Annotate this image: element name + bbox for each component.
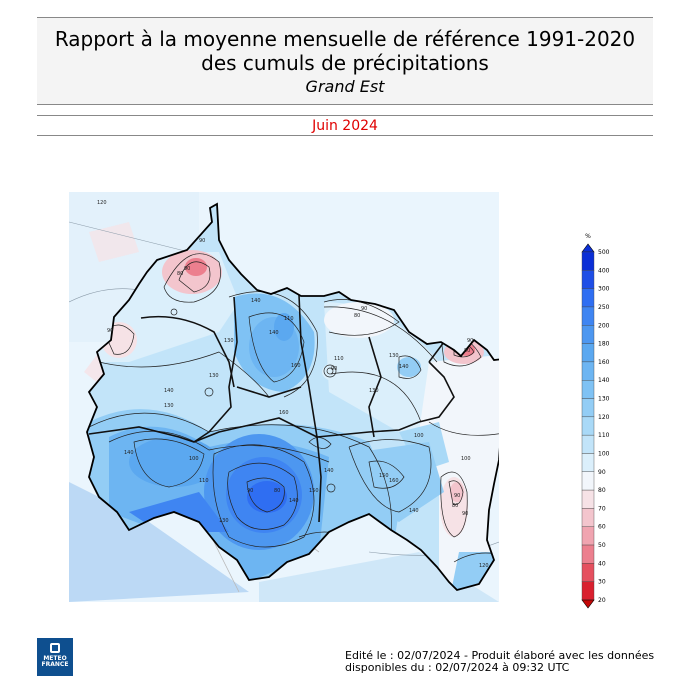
contour-label: 140 bbox=[269, 330, 279, 336]
contour-label: 80 bbox=[274, 488, 280, 494]
legend-swatch bbox=[581, 581, 595, 601]
legend-swatch bbox=[581, 544, 595, 564]
legend-tick-label: 140 bbox=[598, 377, 610, 384]
period-label: Juin 2024 bbox=[312, 118, 378, 134]
contour-label: 80 bbox=[464, 348, 470, 354]
title-box: Rapport à la moyenne mensuelle de référe… bbox=[37, 17, 653, 105]
footer-note: Edité le : 02/07/2024 - Produit élaboré … bbox=[345, 650, 654, 674]
precipitation-map: 1209090809013014014011016013014090801109… bbox=[69, 192, 499, 602]
legend-tick-label: 80 bbox=[598, 487, 606, 494]
legend-tick-label: 500 bbox=[598, 249, 610, 256]
contour-label: 90 bbox=[454, 493, 460, 499]
contour-label: 90 bbox=[331, 366, 337, 372]
legend-tick-label: 100 bbox=[598, 450, 610, 457]
contour-label: 140 bbox=[324, 468, 334, 474]
contour-label: 80 bbox=[452, 503, 458, 509]
legend-tick-label: 250 bbox=[598, 304, 610, 311]
legend-swatch bbox=[581, 453, 595, 472]
meteo-france-logo: METEO FRANCE bbox=[37, 638, 73, 676]
contour-label: 140 bbox=[164, 388, 174, 394]
contour-label: 90 bbox=[247, 488, 253, 494]
color-scale-legend: % 500 400 300 250 200 180 160 140 130 120 110 100 90… bbox=[581, 233, 610, 609]
legend-swatch bbox=[581, 416, 595, 436]
contour-label: 130 bbox=[224, 338, 234, 344]
contour-label: 160 bbox=[389, 478, 399, 484]
contour-label: 160 bbox=[291, 363, 301, 369]
legend-swatch bbox=[581, 325, 595, 344]
contour-label: 120 bbox=[479, 563, 489, 569]
contour-label: 110 bbox=[199, 478, 209, 484]
footer-line1: Edité le : 02/07/2024 - Produit élaboré … bbox=[345, 649, 655, 662]
region-subtitle: Grand Est bbox=[305, 77, 385, 96]
contour-label: 90 bbox=[462, 511, 468, 517]
contour-label: 90 bbox=[107, 328, 113, 334]
contour-label: 110 bbox=[284, 316, 294, 322]
contour-label: 100 bbox=[414, 433, 424, 439]
period-box: Juin 2024 bbox=[37, 115, 653, 136]
legend-swatch bbox=[581, 306, 595, 326]
contour-label: 130 bbox=[389, 353, 399, 359]
legend-tick-label: 60 bbox=[598, 524, 606, 531]
legend-tick-label: 300 bbox=[598, 286, 610, 293]
legend-tick-label: 110 bbox=[598, 432, 610, 439]
contour-label: 110 bbox=[334, 356, 344, 362]
contour-label: 140 bbox=[251, 298, 261, 304]
legend-swatch bbox=[581, 343, 595, 363]
legend-tick-label: 120 bbox=[598, 414, 610, 421]
logo-line2: FRANCE bbox=[41, 661, 69, 668]
contour-label: 160 bbox=[279, 410, 289, 416]
legend-swatch bbox=[581, 380, 595, 399]
contour-label: 140 bbox=[399, 364, 409, 370]
contour-label: 90 bbox=[467, 338, 473, 344]
contour-label: 100 bbox=[189, 456, 199, 462]
contour-label: 140 bbox=[289, 498, 299, 504]
footer-line2: disponibles du : 02/07/2024 à 09:32 UTC bbox=[345, 661, 570, 674]
contour-label: 100 bbox=[461, 456, 471, 462]
contour-label: 90 bbox=[361, 306, 367, 312]
legend-tick-label: 30 bbox=[598, 579, 606, 586]
legend-swatch bbox=[581, 526, 595, 546]
contour-label: 90 bbox=[184, 266, 190, 272]
legend-tick-label: 130 bbox=[598, 396, 610, 403]
logo-icon bbox=[50, 643, 60, 653]
contour-label: 120 bbox=[97, 200, 107, 206]
legend-swatch bbox=[581, 251, 595, 271]
legend-tick-label: 40 bbox=[598, 560, 606, 567]
contour-label: 150 bbox=[379, 473, 389, 479]
legend-tick-label: 50 bbox=[598, 542, 606, 549]
legend-tick-label: 180 bbox=[598, 341, 610, 348]
legend-tick-label: 400 bbox=[598, 267, 610, 274]
legend-swatch bbox=[581, 471, 595, 491]
contour-label: 80 bbox=[177, 271, 183, 277]
legend-swatch bbox=[581, 270, 595, 289]
legend-swatch bbox=[581, 434, 595, 454]
legend-tick-label: 200 bbox=[598, 322, 610, 329]
legend-swatch bbox=[581, 563, 595, 582]
legend-swatch bbox=[581, 288, 595, 308]
legend-tick-label: 160 bbox=[598, 359, 610, 366]
legend-tick-label: 90 bbox=[598, 469, 606, 476]
contour-label: 80 bbox=[354, 313, 360, 319]
legend-tick-label: 20 bbox=[598, 597, 606, 604]
report-title: Rapport à la moyenne mensuelle de référe… bbox=[54, 27, 636, 75]
contour-label: 130 bbox=[209, 373, 219, 379]
legend-arrow-bottom bbox=[581, 599, 595, 609]
contour-label: 130 bbox=[369, 388, 379, 394]
contour-label: 140 bbox=[409, 508, 419, 514]
legend-swatch bbox=[581, 508, 595, 527]
legend-unit: % bbox=[585, 233, 591, 240]
contour-label: 90 bbox=[199, 238, 205, 244]
legend-swatch bbox=[581, 361, 595, 381]
legend-swatch bbox=[581, 398, 595, 418]
logo-line1: METEO bbox=[43, 655, 67, 662]
contour-label: 150 bbox=[309, 488, 319, 494]
contour-label: 130 bbox=[164, 403, 174, 409]
legend-tick-label: 70 bbox=[598, 505, 606, 512]
contour-label: 140 bbox=[124, 450, 134, 456]
legend-arrow-top bbox=[581, 243, 595, 253]
legend-swatch bbox=[581, 489, 595, 509]
contour-label: 130 bbox=[219, 518, 229, 524]
